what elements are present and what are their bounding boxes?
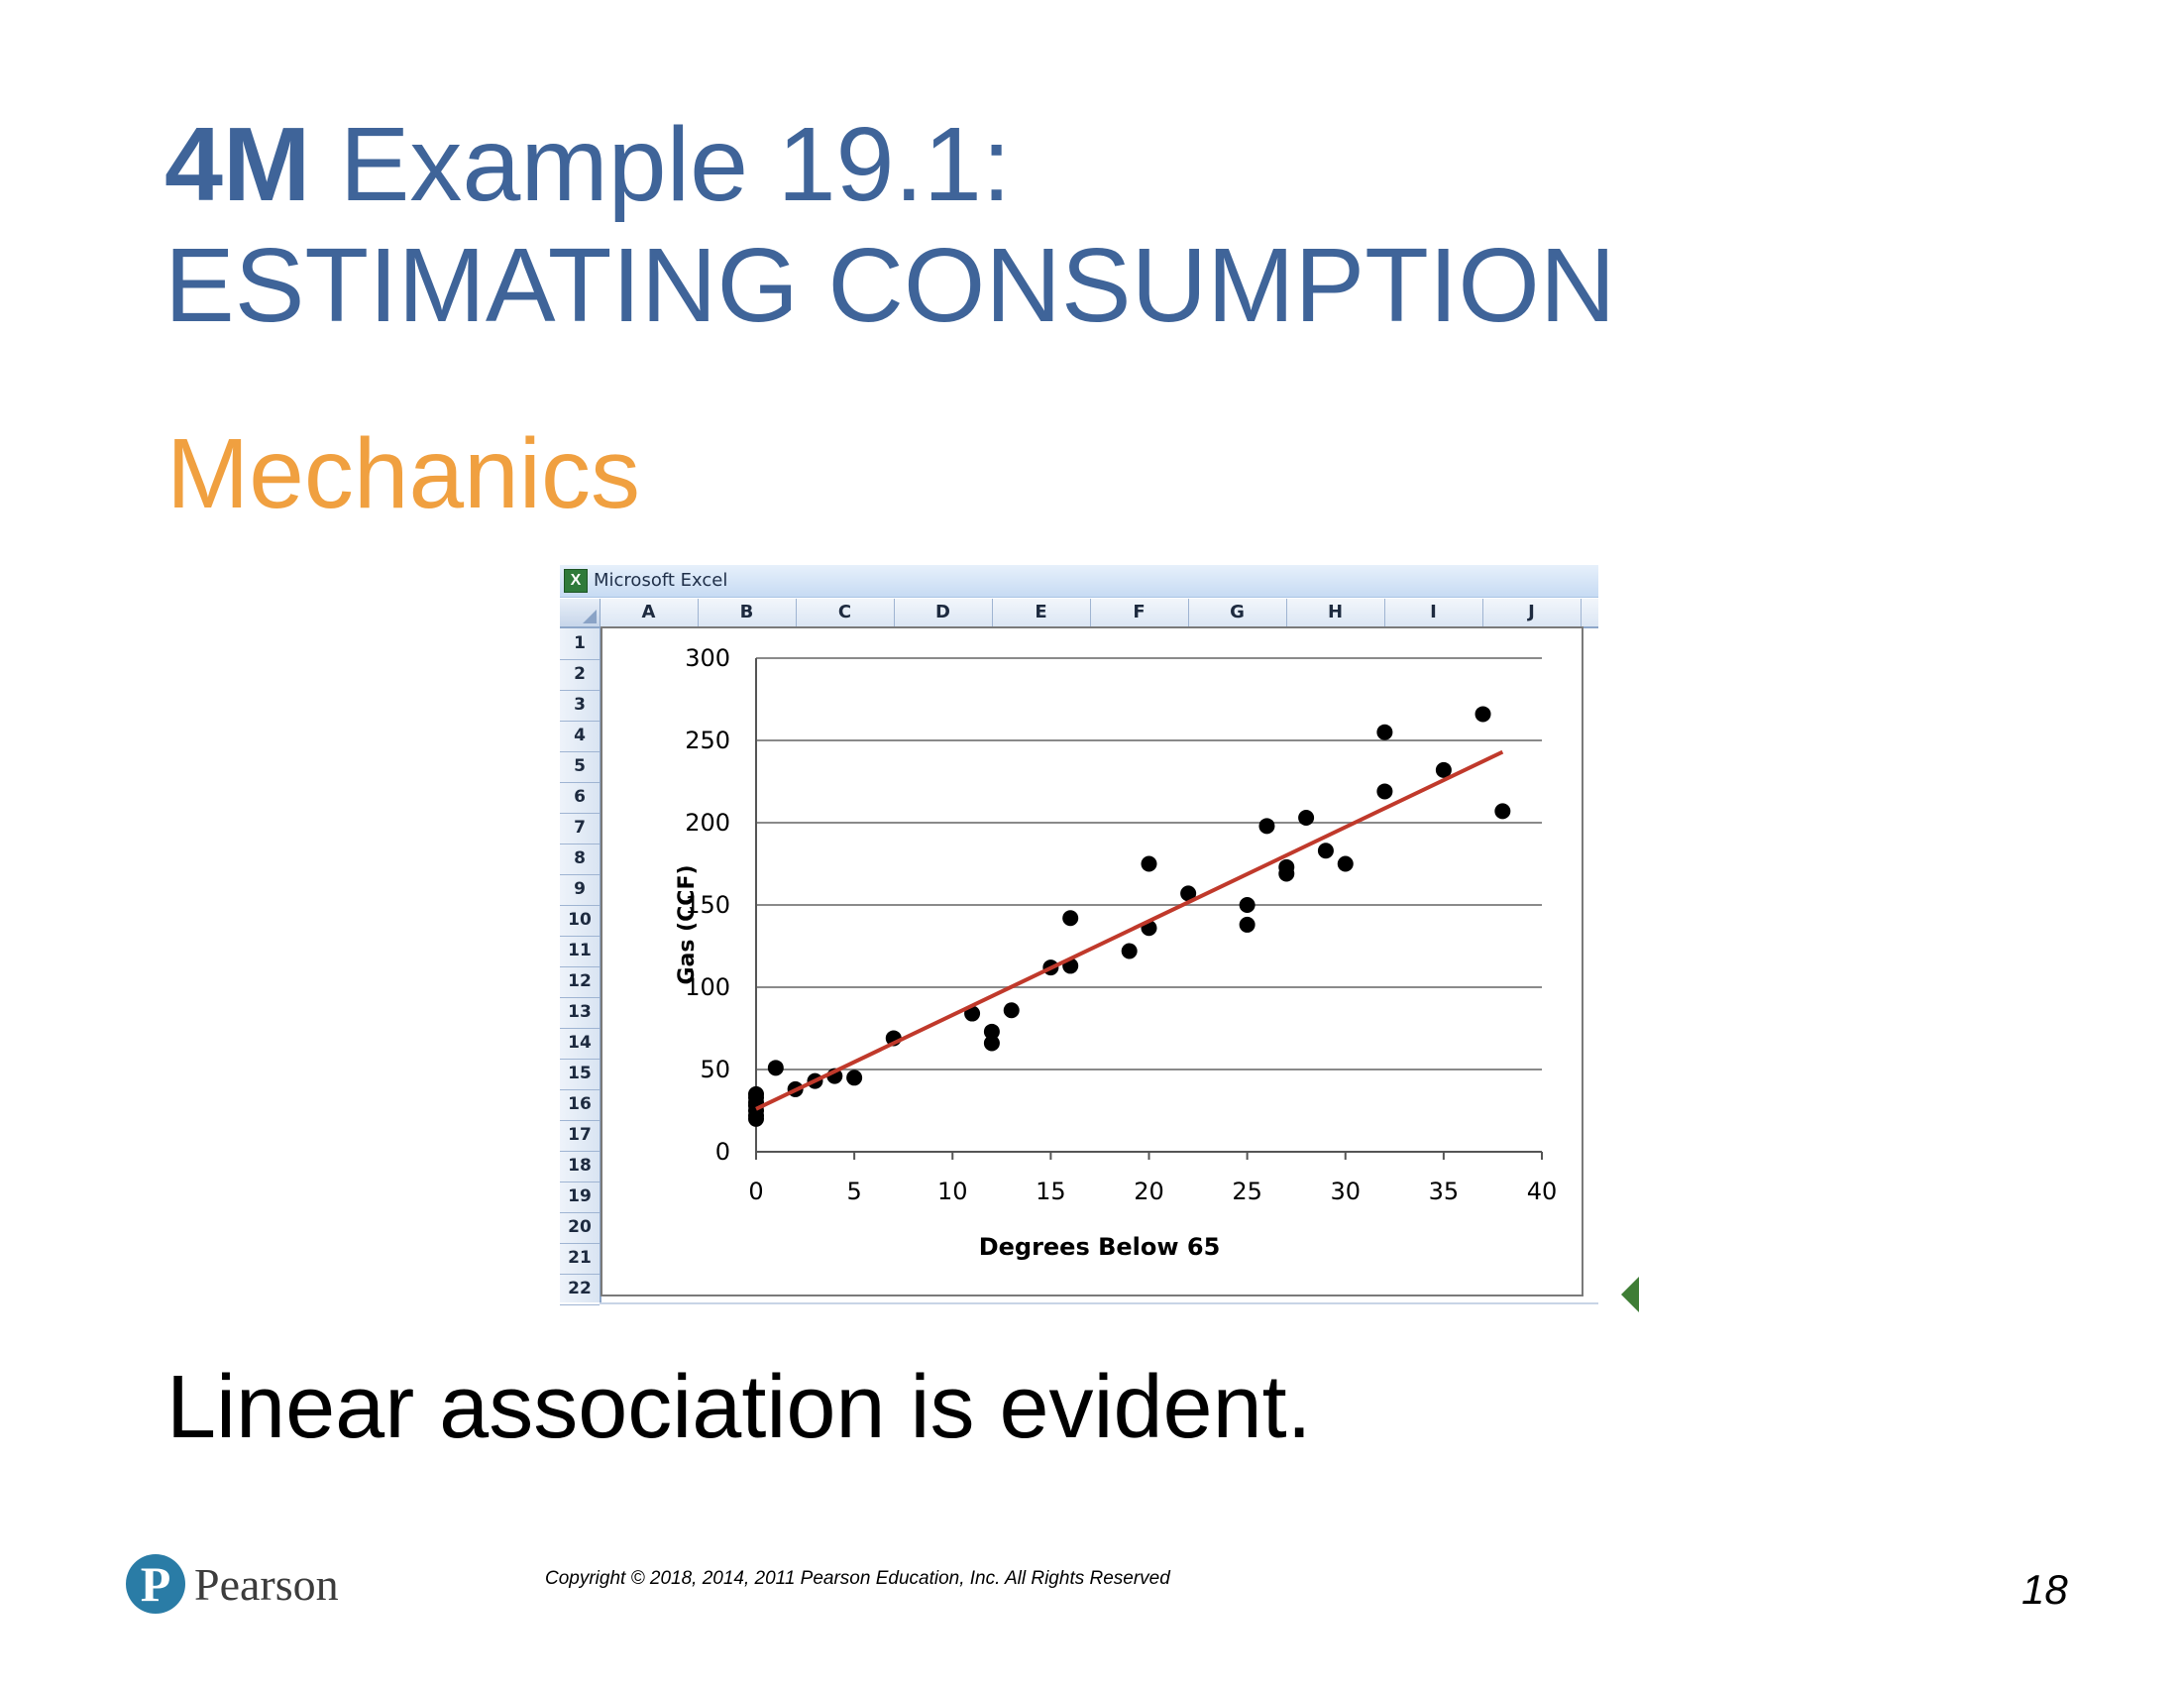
y-axis-label: Gas (CCF) [675,864,700,984]
row-header-21[interactable]: 21 [560,1243,600,1275]
data-point [1298,810,1315,827]
data-point [1258,818,1275,835]
column-header-f[interactable]: F [1090,599,1189,626]
column-header-a[interactable]: A [600,599,699,626]
y-tick-label: 250 [685,727,730,754]
column-header-d[interactable]: D [894,599,993,626]
data-point [1317,843,1334,859]
y-tick-label: 50 [700,1056,730,1083]
data-point [1376,783,1393,800]
slide-title-line2: ESTIMATING CONSUMPTION [164,227,1616,344]
column-header-g[interactable]: G [1188,599,1287,626]
slide-subtitle: Mechanics [166,418,640,529]
column-header-c[interactable]: C [796,599,895,626]
row-header-22[interactable]: 22 [560,1274,600,1305]
y-tick-label: 300 [685,644,730,672]
row-header-18[interactable]: 18 [560,1151,600,1182]
x-tick-label: 25 [1232,1178,1262,1205]
row-header-19[interactable]: 19 [560,1182,600,1213]
row-header-13[interactable]: 13 [560,997,600,1029]
slide-caption: Linear association is evident. [166,1358,1312,1457]
row-header-17[interactable]: 17 [560,1120,600,1152]
row-header-3[interactable]: 3 [560,690,600,722]
column-header-b[interactable]: B [698,599,797,626]
sheet-bottom-edge [600,1302,1598,1312]
x-axis-label: Degrees Below 65 [979,1233,1221,1261]
chart-area[interactable]: 0 50 100 150 200 250 300 0 5 10 15 20 25 30 35 40 Degree… [601,626,1583,1296]
page-number: 18 [2021,1566,2068,1613]
y-tick-label: 0 [715,1138,730,1166]
green-arrow-icon [1621,1277,1639,1312]
copyright-notice: Copyright © 2018, 2014, 2011 Pearson Edu… [545,1568,1170,1589]
row-header-10[interactable]: 10 [560,905,600,937]
y-tick-label: 100 [685,973,730,1001]
slide-title-rest: Example 19.1: [310,106,1012,223]
data-point [1062,910,1079,927]
select-all-corner[interactable] [560,599,601,626]
data-point [1141,855,1157,872]
trend-line [755,749,1504,1111]
excel-window-title: Microsoft Excel [594,570,728,591]
data-point [1239,897,1256,913]
column-header-j[interactable]: J [1482,599,1582,626]
x-tick-label: 20 [1134,1178,1164,1205]
row-header-11[interactable]: 11 [560,936,600,967]
row-header-9[interactable]: 9 [560,874,600,906]
row-header-2[interactable]: 2 [560,659,600,691]
data-point [1278,865,1295,882]
row-header-bar: 1 2 3 4 5 6 7 8 9 10 11 12 13 14 15 16 17 18 19 20 21 22 [560,628,601,1305]
x-tick-label: 15 [1036,1178,1066,1205]
row-header-4[interactable]: 4 [560,721,600,752]
column-header-e[interactable]: E [992,599,1091,626]
data-point [1180,885,1197,902]
excel-titlebar: X Microsoft Excel [560,565,1598,598]
data-point [1121,943,1138,959]
x-tick-label: 35 [1429,1178,1460,1205]
slide-title-bold: 4M [164,106,311,223]
y-tick-label: 150 [685,891,730,919]
pearson-logo-text: Pearson [194,1559,339,1610]
row-header-8[interactable]: 8 [560,844,600,875]
y-tick-label: 200 [685,809,730,837]
scatter-chart: 0 50 100 150 200 250 300 0 5 10 15 20 25 30 35 40 Degree… [675,644,1558,1261]
data-point [1435,761,1452,778]
data-point [748,1085,764,1102]
row-header-12[interactable]: 12 [560,966,600,998]
row-header-20[interactable]: 20 [560,1212,600,1244]
data-point [1337,855,1354,872]
column-header-i[interactable]: I [1384,599,1483,626]
row-header-7[interactable]: 7 [560,813,600,844]
row-header-1[interactable]: 1 [560,628,600,660]
slide-title: 4M Example 19.1: ESTIMATING CONSUMPTION [164,104,1615,346]
data-point [767,1060,784,1076]
x-tick-label: 0 [748,1178,763,1205]
excel-app-icon: X [564,569,588,593]
data-point [846,1070,863,1086]
data-point [1003,1002,1020,1019]
row-header-14[interactable]: 14 [560,1028,600,1060]
data-point [983,1023,1000,1040]
data-point [1494,803,1511,820]
data-point [1239,916,1256,933]
x-tick-label: 5 [846,1178,861,1205]
pearson-logo-icon: P [126,1554,185,1614]
x-tick-label: 40 [1527,1178,1558,1205]
select-all-triangle-icon [583,610,597,623]
row-header-15[interactable]: 15 [560,1059,600,1090]
row-header-6[interactable]: 6 [560,782,600,814]
column-header-h[interactable]: H [1286,599,1385,626]
row-header-16[interactable]: 16 [560,1089,600,1121]
row-header-5[interactable]: 5 [560,751,600,783]
x-tick-label: 30 [1330,1178,1361,1205]
data-point [1376,724,1393,740]
data-point [1474,706,1491,723]
data-point [983,1035,1000,1052]
x-tick-label: 10 [937,1178,968,1205]
